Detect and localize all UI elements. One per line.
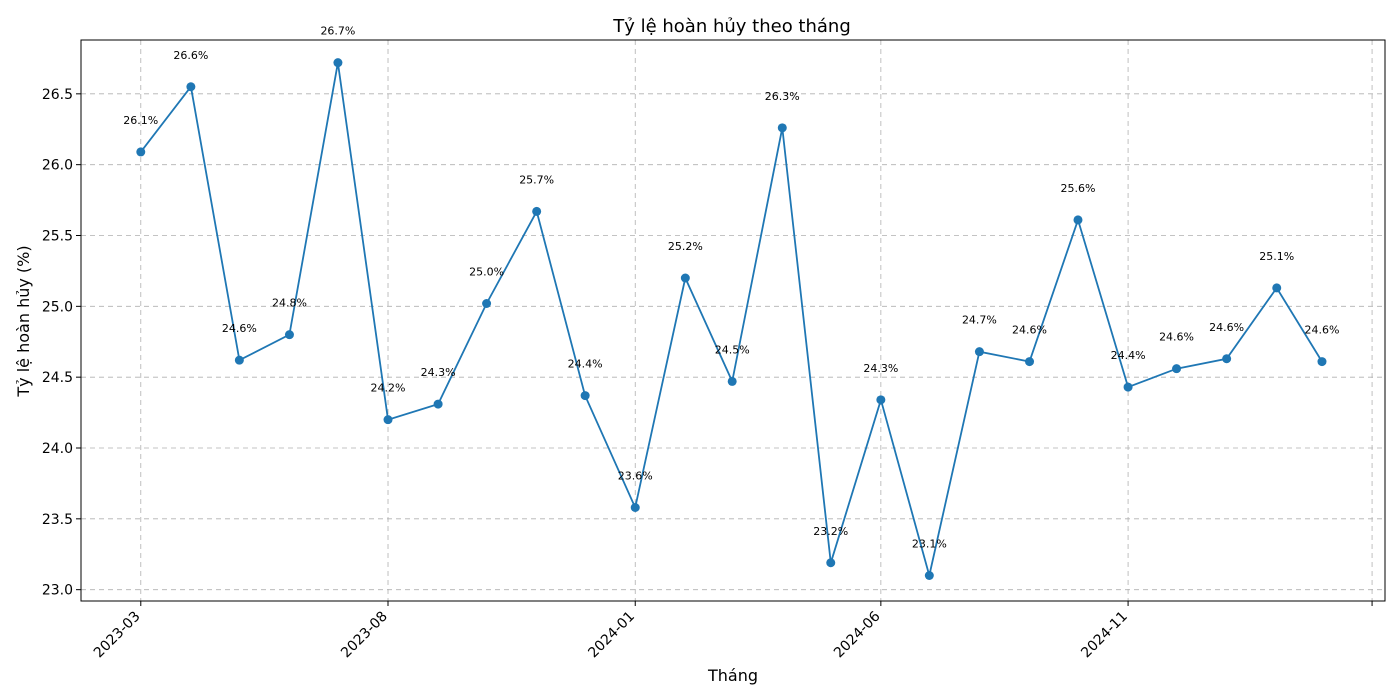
data-point [482, 299, 492, 308]
data-point [680, 273, 690, 283]
data-point [630, 503, 640, 512]
y-tick-label: 26.5 [42, 87, 73, 103]
data-label: 24.6% [1305, 324, 1340, 337]
data-label: 26.1% [123, 114, 158, 127]
x-tick-label: 2024-01 [585, 609, 638, 662]
x-tick-label: 2023-03 [91, 609, 144, 662]
y-tick-label: 24.0 [42, 441, 73, 457]
data-point [1222, 354, 1232, 364]
data-label: 24.6% [1012, 324, 1047, 337]
data-point [186, 82, 196, 92]
data-point [876, 395, 886, 405]
data-point [383, 415, 393, 425]
data-label: 24.5% [715, 343, 750, 356]
data-label: 26.6% [173, 49, 208, 62]
data-point [1025, 357, 1035, 367]
data-label: 24.4% [568, 358, 603, 371]
data-label: 24.3% [863, 362, 898, 375]
data-point [727, 376, 737, 386]
data-label: 24.4% [1111, 349, 1146, 362]
data-point [1073, 215, 1083, 225]
data-point [1317, 357, 1327, 367]
data-point [826, 558, 836, 568]
axes: 23.0 23.5 24.0 24.5 25.0 25.5 26.0 26.5 2023-03 2… [42, 87, 1373, 662]
data-label: 24.6% [1209, 321, 1244, 334]
data-label: 25.0% [469, 266, 504, 279]
data-label: 24.6% [222, 322, 257, 335]
series-line [140, 62, 1323, 576]
y-tick-label: 26.0 [42, 158, 73, 174]
y-tick-label: 23.5 [42, 512, 73, 528]
data-point [1172, 364, 1182, 374]
data-label: 24.2% [371, 382, 406, 395]
data-point [974, 347, 984, 357]
data-point [1272, 283, 1282, 293]
data-label: 26.7% [320, 25, 355, 38]
x-tick-label: 2023-08 [338, 609, 391, 662]
grid-lines [81, 40, 1385, 601]
data-point [284, 330, 294, 340]
data-point [333, 58, 343, 68]
y-tick-label: 23.0 [42, 583, 73, 599]
data-point [433, 399, 443, 409]
plot-frame [80, 39, 1386, 602]
data-label: 25.6% [1061, 182, 1096, 195]
x-tick-label: 2024-11 [1078, 609, 1131, 662]
y-tick-label: 25.0 [42, 299, 73, 315]
data-labels: 26.1% 26.6% 24.6% 24.8% 26.7% 24.2% 24.3% 25.0%… [123, 25, 1339, 551]
data-label: 24.8% [272, 297, 307, 310]
data-point [777, 123, 787, 133]
series-layer [136, 58, 1327, 580]
data-label: 23.1% [912, 538, 947, 551]
data-label: 23.2% [813, 525, 848, 538]
y-tick-label: 25.5 [42, 229, 73, 245]
data-label: 23.6% [618, 470, 653, 483]
y-axis-label: Tỷ lệ hoàn hủy (%) [14, 245, 33, 397]
data-point [532, 206, 542, 216]
data-point [924, 571, 934, 580]
y-tick-label: 24.5 [42, 370, 73, 386]
data-label: 24.3% [421, 366, 456, 379]
data-point [1123, 382, 1133, 392]
data-label: 25.7% [519, 173, 554, 186]
data-point [136, 147, 146, 157]
data-label: 26.3% [765, 90, 800, 103]
data-label: 24.6% [1159, 331, 1194, 344]
data-point [580, 391, 590, 401]
data-point [234, 355, 244, 365]
x-axis-label: Tháng [707, 666, 758, 685]
chart-title: Tỷ lệ hoàn hủy theo tháng [612, 16, 851, 37]
x-tick-label: 2024-06 [831, 608, 884, 661]
data-label: 24.7% [962, 314, 997, 327]
data-label: 25.2% [668, 240, 703, 253]
data-label: 25.1% [1259, 250, 1294, 263]
